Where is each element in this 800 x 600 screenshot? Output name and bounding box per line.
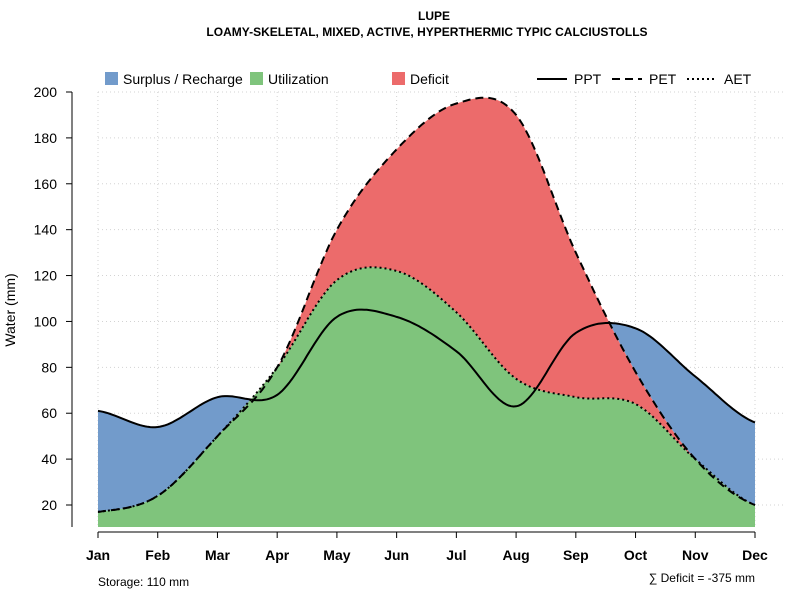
legend-swatch xyxy=(392,72,405,85)
y-tick-label: 200 xyxy=(34,84,58,100)
series-lines xyxy=(97,96,756,513)
x-tick-label: Mar xyxy=(205,547,230,563)
surplus-recharge-area xyxy=(98,97,755,512)
x-tick-label: Feb xyxy=(145,547,170,563)
legend: Surplus / Recharge Utilization Deficit PPT P… xyxy=(105,71,752,87)
legend-label: PPT xyxy=(574,71,602,87)
legend-label: Surplus / Recharge xyxy=(123,71,243,87)
deficit-area xyxy=(98,97,755,512)
x-tick-label: Jul xyxy=(446,547,466,563)
y-tick-label: 80 xyxy=(41,359,57,375)
chart-title: LUPE xyxy=(418,9,450,23)
legend-swatch xyxy=(250,72,263,85)
x-tick-label: Sep xyxy=(563,547,589,563)
x-tick-label: Dec xyxy=(742,547,768,563)
x-tick-label: Apr xyxy=(265,547,290,563)
legend-label: Deficit xyxy=(410,71,449,87)
y-tick-label: 160 xyxy=(34,176,58,192)
x-tick-label: Nov xyxy=(682,547,709,563)
x-tick-label: May xyxy=(323,547,350,563)
y-tick-label: 120 xyxy=(34,268,58,284)
x-tick-label: Jun xyxy=(384,547,409,563)
legend-label: Utilization xyxy=(268,71,329,87)
x-tick-label: Jan xyxy=(86,547,110,563)
chart-subtitle: LOAMY-SKELETAL, MIXED, ACTIVE, HYPERTHER… xyxy=(206,25,647,39)
deficit-annotation: ∑ Deficit = -375 mm xyxy=(649,571,755,585)
x-tick-label: Aug xyxy=(502,547,529,563)
y-tick-label: 140 xyxy=(34,222,58,238)
legend-swatch xyxy=(105,72,118,85)
y-tick-label: 180 xyxy=(34,130,58,146)
y-tick-label: 100 xyxy=(34,313,58,329)
storage-annotation: Storage: 110 mm xyxy=(98,575,189,589)
y-tick-label: 60 xyxy=(41,405,57,421)
legend-label: PET xyxy=(649,71,677,87)
y-tick-label: 20 xyxy=(41,497,57,513)
series-line-aet xyxy=(97,266,756,513)
y-axis-label: Water (mm) xyxy=(2,273,18,346)
y-tick-label: 40 xyxy=(41,451,57,467)
series-line-pet xyxy=(97,96,756,513)
legend-label: AET xyxy=(724,71,752,87)
axes: 20 40 60 80 100 120 140 160 180 200 Jan Feb Mar Apr Ma… xyxy=(34,84,768,563)
area-fills xyxy=(98,97,755,527)
series-line-ppt xyxy=(97,308,756,429)
x-tick-label: Oct xyxy=(624,547,648,563)
utilization-area xyxy=(98,267,755,527)
